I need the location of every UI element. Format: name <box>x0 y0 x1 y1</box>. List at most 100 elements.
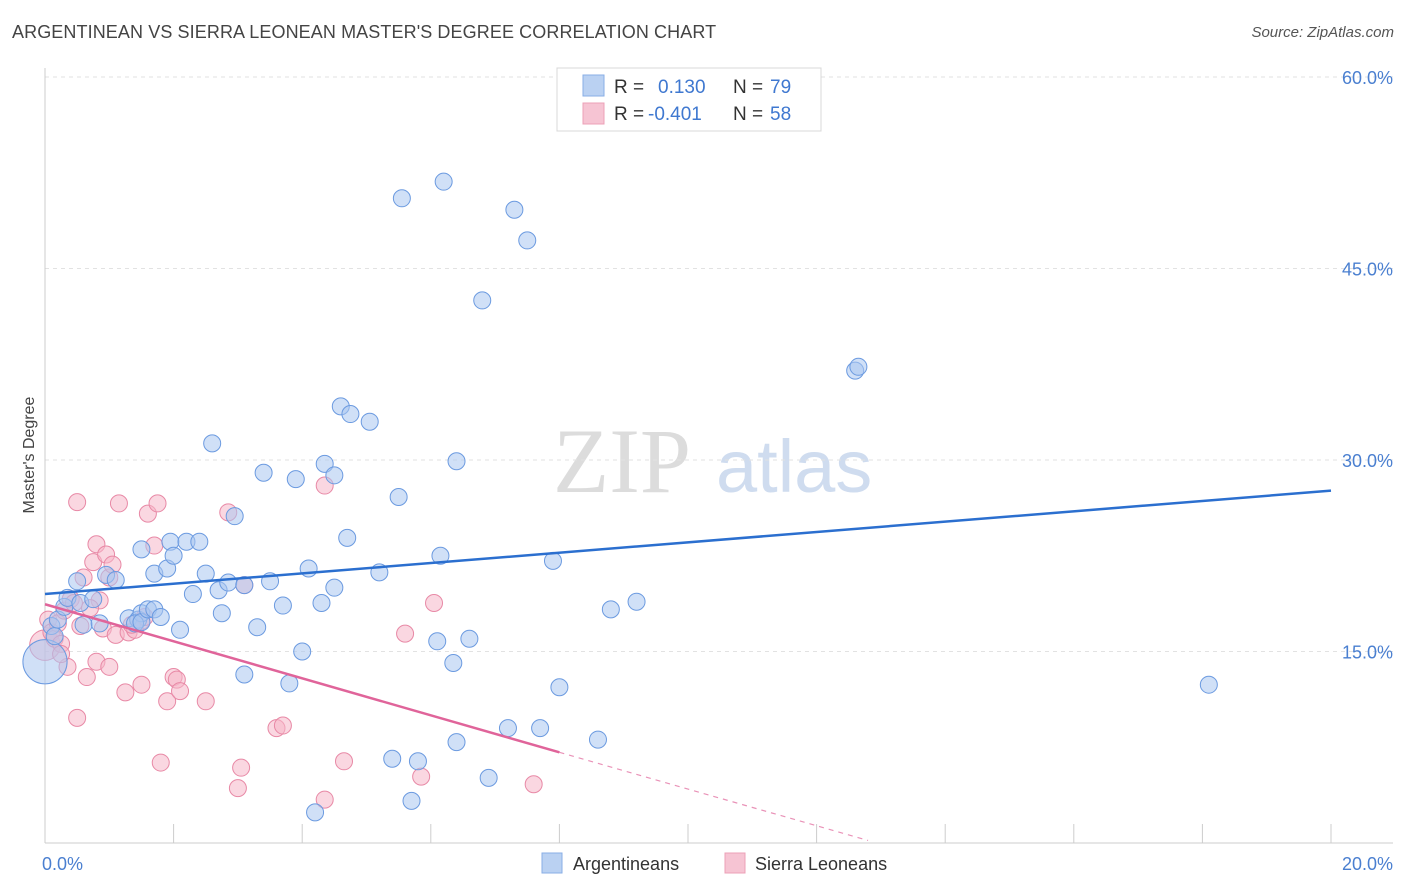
data-point <box>235 576 254 595</box>
watermark-zip: ZIP <box>553 410 691 512</box>
data-point <box>479 768 498 787</box>
data-point <box>228 779 247 798</box>
legend-swatch-argentineans <box>541 852 563 874</box>
axes <box>44 68 1393 844</box>
data-point <box>225 507 244 526</box>
stats-legend-r-value-pink: -0.401 <box>648 104 702 125</box>
data-point <box>254 463 273 482</box>
data-point <box>315 790 334 809</box>
stats-legend-n-value-pink: 58 <box>770 104 791 125</box>
data-point <box>116 683 135 702</box>
data-point <box>389 488 408 507</box>
data-point <box>306 803 325 822</box>
data-point <box>1199 675 1218 694</box>
data-point <box>132 675 151 694</box>
trend-line-sierra-leoneans <box>44 603 560 754</box>
data-point <box>171 682 190 701</box>
data-point <box>431 546 450 565</box>
data-point <box>341 405 360 424</box>
legend-swatch-sierra-leoneans <box>724 852 746 874</box>
y-tick-label: 45.0% <box>1342 260 1393 280</box>
data-point <box>334 752 353 771</box>
data-point <box>412 767 431 786</box>
data-point <box>84 590 103 609</box>
x-tick-label: 20.0% <box>1342 854 1393 874</box>
watermark-atlas: atlas <box>716 425 872 508</box>
data-point <box>148 494 167 513</box>
trend-line-sierra-leoneans-extension <box>559 751 869 842</box>
argentinean-points <box>22 172 1218 822</box>
data-point <box>68 708 87 727</box>
data-point <box>151 753 170 772</box>
data-point <box>383 749 402 768</box>
data-point <box>588 730 607 749</box>
data-point <box>315 454 334 473</box>
data-point <box>392 189 411 208</box>
data-point <box>132 540 151 559</box>
data-point <box>428 632 447 651</box>
data-point <box>293 642 312 661</box>
data-point <box>100 657 119 676</box>
data-point <box>425 593 444 612</box>
data-point <box>151 608 170 627</box>
data-point <box>286 470 305 489</box>
data-point <box>524 775 543 794</box>
stats-legend: R = 0.130 N = 79 R = -0.401 N = 58 <box>556 67 822 132</box>
data-point <box>447 452 466 471</box>
data-point <box>312 593 331 612</box>
data-point <box>77 668 96 687</box>
grid-lines <box>45 76 1393 652</box>
data-point <box>338 528 357 547</box>
data-point <box>273 596 292 615</box>
data-point <box>325 578 344 597</box>
data-point <box>434 172 453 191</box>
stats-legend-n-value-blue: 79 <box>770 77 791 98</box>
y-tick-label: 30.0% <box>1342 451 1393 471</box>
x-tick-label: 0.0% <box>42 854 83 874</box>
y-tick-label: 15.0% <box>1342 643 1393 663</box>
data-point <box>22 639 68 685</box>
data-point <box>408 752 427 771</box>
data-point <box>219 573 238 592</box>
watermark: ZIP atlas <box>553 410 872 512</box>
data-point <box>212 604 231 623</box>
data-point <box>109 494 128 513</box>
y-tick-label: 60.0% <box>1342 68 1393 88</box>
data-point <box>203 434 222 453</box>
data-point <box>248 618 267 637</box>
data-point <box>447 733 466 752</box>
data-point <box>601 600 620 619</box>
data-point <box>190 532 209 551</box>
data-point <box>627 592 646 611</box>
data-point <box>498 719 517 738</box>
bottom-legend: Argentineans Sierra Leoneans <box>541 852 887 874</box>
data-point <box>68 572 87 591</box>
data-point <box>74 615 93 634</box>
legend-label-argentineans: Argentineans <box>573 854 679 874</box>
data-point <box>106 571 125 590</box>
data-point <box>235 665 254 684</box>
data-point <box>444 653 463 672</box>
trend-line-argentineans <box>44 489 1332 596</box>
data-point <box>531 719 550 738</box>
stats-legend-r-value-blue: 0.130 <box>658 77 706 98</box>
stats-legend-swatch-blue <box>582 74 605 97</box>
data-point <box>273 716 292 735</box>
data-point <box>68 493 87 512</box>
data-point <box>45 627 64 646</box>
data-point <box>402 791 421 810</box>
stats-legend-n-label-pink: N = <box>733 104 763 125</box>
chart-title: ARGENTINEAN VS SIERRA LEONEAN MASTER'S D… <box>12 22 717 42</box>
data-point <box>171 620 190 639</box>
data-point <box>325 466 344 485</box>
data-point <box>473 291 492 310</box>
tick-labels: 15.0% 30.0% 45.0% 60.0% 0.0% 20.0% <box>42 68 1393 874</box>
data-point <box>396 624 415 643</box>
data-point <box>550 678 569 697</box>
data-point <box>505 200 524 219</box>
stats-legend-swatch-pink <box>582 102 605 125</box>
data-point <box>360 412 379 431</box>
chart-source: Source: ZipAtlas.com <box>1251 24 1394 41</box>
stats-legend-n-label-blue: N = <box>733 77 763 98</box>
